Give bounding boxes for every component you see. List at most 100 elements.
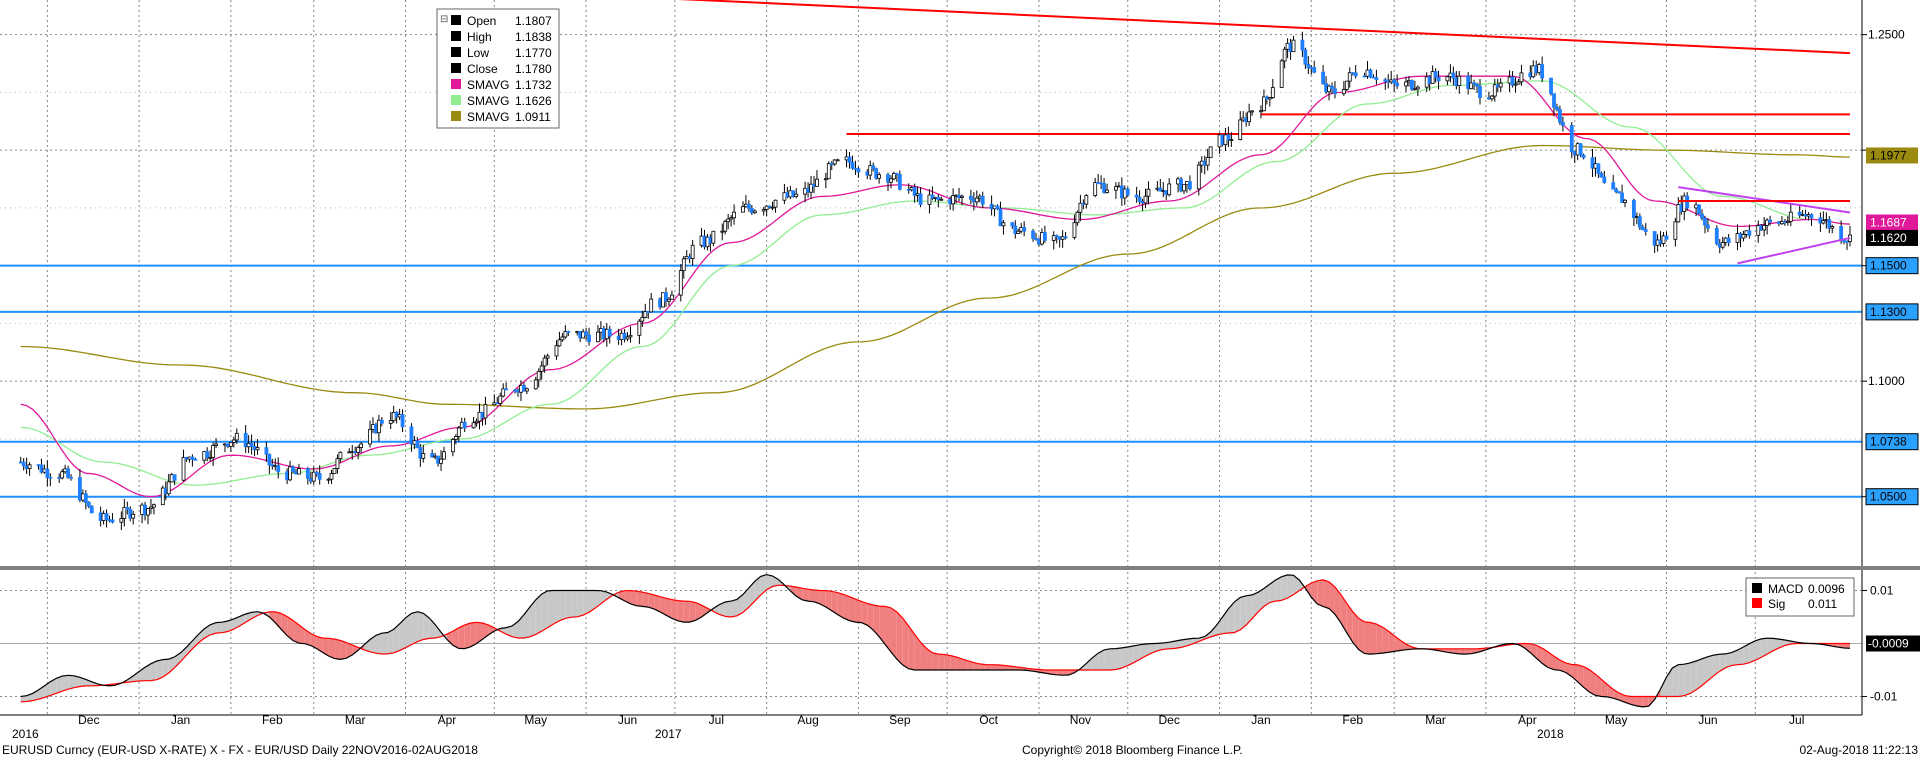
candle-down (1264, 96, 1269, 100)
candle-down (1632, 199, 1636, 218)
legend-swatch (1752, 583, 1762, 593)
legend-value: 0.0096 (1808, 582, 1845, 596)
candle-down (906, 188, 911, 191)
macd-fill (393, 623, 400, 653)
macd-fill (417, 611, 424, 642)
macd-fill (150, 660, 157, 681)
macd-fill (1062, 669, 1069, 676)
candle-down (968, 195, 973, 200)
macd-fill (1252, 592, 1258, 619)
legend-label: SMAVG (467, 110, 509, 124)
macd-fill (216, 622, 222, 634)
candle-down (1010, 222, 1015, 227)
x-tick-label: Mar (1425, 713, 1446, 727)
macd-fill (1382, 627, 1389, 654)
candle-up (1623, 199, 1627, 203)
price-label-box (1866, 147, 1918, 164)
candle-up (536, 370, 541, 381)
macd-fill (251, 611, 258, 619)
candle-up (1229, 139, 1234, 142)
candle-down (1309, 67, 1314, 69)
candle-up (782, 192, 787, 201)
macd-fill (1642, 696, 1649, 707)
footer-timestamp: 02-Aug-2018 11:22:13 (1799, 743, 1918, 757)
candle-up (909, 187, 914, 191)
candle-up (699, 235, 704, 246)
macd-fill (145, 663, 151, 681)
macd-fill (1743, 643, 1750, 665)
macd-fill (529, 599, 536, 637)
macd-fill (1334, 586, 1341, 623)
macd-fill (748, 581, 755, 608)
candle-down (285, 471, 290, 481)
macd-fill (630, 590, 637, 606)
candle-up (371, 424, 375, 430)
candle-up (1247, 111, 1252, 123)
candle-down (1596, 163, 1601, 174)
macd-fill (44, 681, 51, 698)
candle-up (1344, 80, 1349, 90)
candle-up (1262, 96, 1266, 112)
candle-up (433, 455, 438, 458)
macd-fill (506, 626, 513, 637)
macd-signal-line (20, 579, 1850, 703)
macd-fill (991, 664, 998, 670)
candle-up (773, 199, 778, 208)
macd-fill (1630, 696, 1637, 707)
candle-up (1291, 39, 1296, 53)
candle-down (379, 419, 384, 424)
macd-fill (1163, 642, 1170, 650)
macd-fill (352, 644, 359, 656)
macd-fill (1240, 595, 1247, 630)
macd-fill (689, 601, 696, 623)
candle-up (524, 388, 529, 392)
macd-fill (1293, 575, 1300, 595)
macd-fill (287, 616, 294, 641)
price-label: 1.1620 (1870, 231, 1907, 245)
candle-up (1267, 97, 1272, 100)
footer-security-description: EURUSD Curncy (EUR-USD X-RATE) X - FX - … (2, 743, 478, 757)
candle-up (453, 436, 458, 440)
macd-fill (222, 620, 228, 633)
candle-up (27, 464, 32, 469)
candle-up (1448, 72, 1453, 78)
macd-fill (914, 634, 921, 670)
candle-down (1614, 188, 1619, 193)
macd-fill (1542, 648, 1549, 668)
candle-up (1744, 230, 1749, 235)
candle-up (1492, 84, 1497, 97)
candle-up (939, 198, 944, 201)
macd-fill (802, 588, 809, 602)
candle-up (187, 456, 192, 460)
candle-up (705, 236, 710, 248)
macd-fill (1358, 618, 1365, 654)
candle-down (749, 207, 754, 214)
candle-down (1188, 181, 1192, 190)
macd-fill (1098, 649, 1105, 670)
macd-fill (1773, 638, 1779, 651)
candle-up (223, 443, 227, 446)
candle-up (498, 395, 503, 404)
macd-fill (68, 675, 74, 690)
macd-fill (766, 574, 773, 590)
candle-down (1312, 67, 1317, 73)
candle-down (1179, 178, 1183, 192)
macd-fill (583, 590, 590, 616)
candle-down (578, 331, 583, 339)
macd-fill (1702, 656, 1708, 686)
macd-fill (654, 595, 661, 612)
legend-swatch (451, 15, 461, 25)
macd-fill (535, 594, 542, 635)
candle-up (492, 402, 497, 405)
x-tick-label: Apr (438, 713, 457, 727)
candle-up (246, 443, 251, 448)
candle-up (1019, 227, 1024, 232)
macd-fill (162, 659, 169, 678)
macd-fill (1346, 603, 1353, 643)
candle-up (1537, 64, 1542, 74)
candle-up (815, 178, 819, 187)
candle-up (832, 159, 837, 165)
candle-down (1034, 238, 1038, 240)
candle-down (646, 311, 651, 313)
